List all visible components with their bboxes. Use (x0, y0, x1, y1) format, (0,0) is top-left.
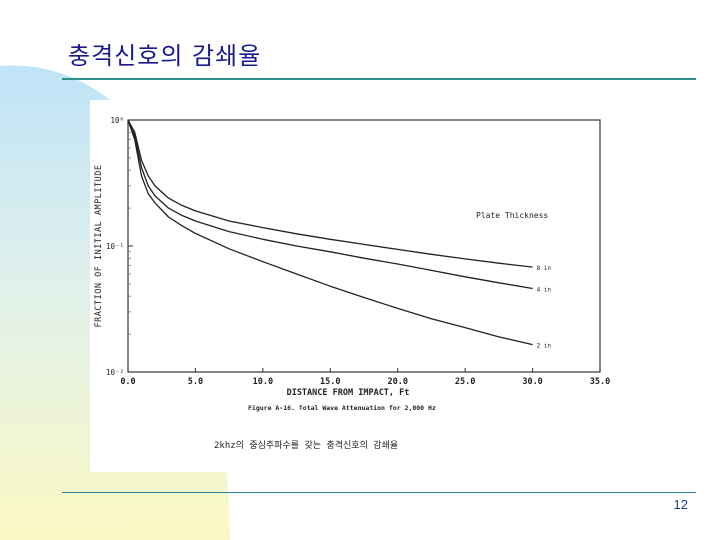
x-tick-label: 0.0 (120, 377, 135, 387)
chart-labels: FRACTION OF INITIAL AMPLITUDE DISTANCE F… (94, 165, 548, 451)
series-line-1 (127, 119, 533, 268)
x-tick-label: 10.0 (253, 377, 273, 387)
title-underline (62, 78, 696, 80)
x-axis-label: DISTANCE FROM IMPACT, Ft (287, 388, 410, 398)
x-tick-label: 5.0 (188, 377, 203, 387)
x-tick-label: 35.0 (590, 377, 610, 387)
y-tick-label: 10⁻¹ (106, 242, 124, 251)
x-tick-label: 30.0 (522, 377, 542, 387)
series-line-2 (127, 119, 533, 290)
x-tick-label: 25.0 (455, 377, 475, 387)
series-label-2: 4 in (537, 286, 552, 293)
y-tick-label: 10⁰ (110, 116, 124, 125)
plot-frame (127, 119, 601, 373)
footer-rule (62, 492, 696, 493)
y-axis-label: FRACTION OF INITIAL AMPLITUDE (94, 165, 104, 328)
chart-axes: 10⁰ 10⁻¹ 10⁻²0.0 5.0 10.0 15.0 20.0 25.0 30.0 35.… (106, 116, 610, 387)
series-label-1: 8 in (537, 265, 552, 272)
page-number: 12 (673, 497, 688, 512)
series-label-3: 2 in (537, 343, 552, 350)
y-tick-label: 10⁻² (106, 368, 124, 377)
korean-caption: 2khz의 중심주파수를 갖는 충격신호의 감쇄율 (214, 439, 398, 451)
scanned-figure-panel (90, 100, 650, 472)
chart-series: 8 in 4 in 2 in (127, 119, 552, 350)
x-tick-label: 15.0 (320, 377, 340, 387)
series-line-3 (127, 119, 533, 346)
legend-title: Plate Thickness (476, 211, 548, 220)
x-tick-label: 20.0 (387, 377, 407, 387)
figure-caption: Figure A-16. Total Wave Attenuation for … (248, 404, 436, 412)
slide-title: 충격신호의 감쇄율 (68, 42, 262, 70)
